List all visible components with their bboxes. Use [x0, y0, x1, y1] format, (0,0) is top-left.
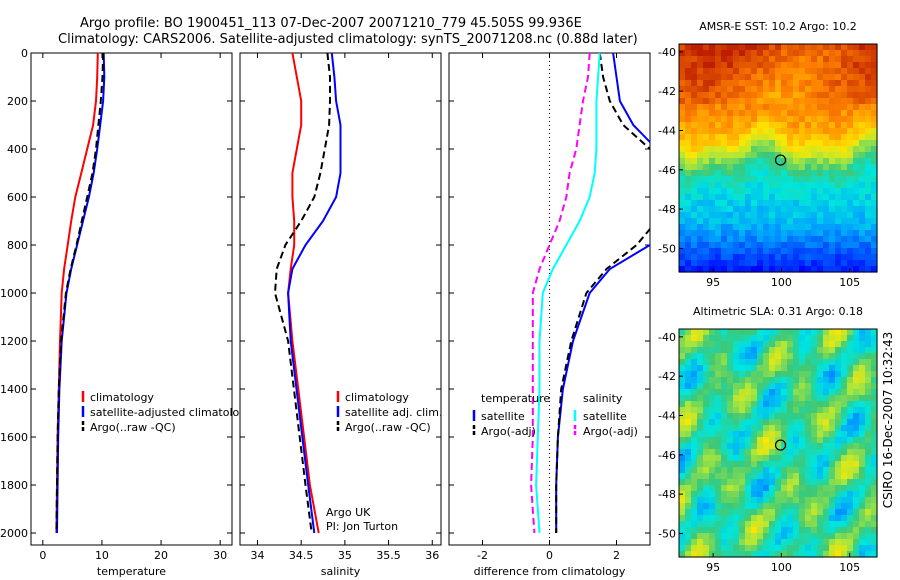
legend-label: Argo(..raw -QC) [90, 421, 176, 434]
y-tick-label: 1600 [0, 431, 28, 444]
y-tick-label: -42 [658, 370, 676, 383]
y-tick-label: 1800 [0, 479, 28, 492]
y-tick-label: 0 [21, 47, 28, 60]
x-tick-label: 0 [39, 549, 46, 562]
legend: climatology satellite-adjusted climatolog… [81, 391, 253, 434]
x-tick-label: 35.5 [376, 549, 401, 562]
series-salinity-argo-adj--line [530, 53, 591, 534]
x-tick-label: 0 [546, 549, 553, 562]
legend-temperature: temperature salinity satellite Argo(-adj) sa… [472, 392, 638, 438]
y-tick-label: -50 [658, 242, 676, 255]
sla-map-panel: Altimetric SLA: 0.31 Argo: 0.18 95 100 105 -… [658, 305, 878, 574]
x-tick-label: 36 [425, 549, 439, 562]
x-tick-label: 105 [839, 276, 860, 289]
map-frame [678, 328, 878, 558]
y-tick-label: 600 [7, 191, 28, 204]
x-axis-label: salinity [321, 565, 361, 578]
y-tick-label: 2000 [0, 527, 28, 540]
y-tick-label: -40 [658, 331, 676, 344]
legend-title: salinity [583, 392, 623, 405]
y-tick-label: -48 [658, 203, 676, 216]
x-tick-label: 35 [338, 549, 352, 562]
y-tick-label: -46 [658, 164, 676, 177]
series-argo-raw-qc--line [273, 53, 331, 534]
argo-location-marker [774, 439, 787, 451]
legend-label: satellite adj. clim. [345, 406, 442, 419]
legend-label: climatology [345, 391, 409, 404]
map-title: Altimetric SLA: 0.31 Argo: 0.18 [693, 305, 863, 318]
legend-label: Argo(-adj) [481, 425, 536, 438]
y-tick-label: -50 [658, 527, 676, 540]
x-tick-label: 34.5 [289, 549, 314, 562]
x-tick-label: 105 [839, 561, 860, 574]
y-tick-label: 1200 [0, 335, 28, 348]
series-salinity-satellite-line [535, 53, 601, 534]
x-axis-label: difference from climatology [474, 565, 626, 578]
y-tick-label: -42 [658, 85, 676, 98]
legend-label: Argo(-adj) [583, 425, 638, 438]
y-tick-label: -48 [658, 488, 676, 501]
series-argo-raw-qc--line [55, 53, 105, 534]
y-tick-label: 400 [7, 143, 28, 156]
legend-label: Argo(..raw -QC) [345, 421, 431, 434]
legend-label: satellite-adjusted climatology [90, 406, 253, 419]
x-axis-label: temperature [97, 565, 166, 578]
annotation-text: Argo UK [326, 506, 371, 519]
plot-frame [30, 52, 233, 546]
map-frame [678, 43, 878, 273]
credit-label: CSIRO 16-Dec-2007 10:32:43 [881, 332, 895, 509]
y-tick-label: -40 [658, 46, 676, 59]
legend-label: climatology [90, 391, 154, 404]
x-tick-label: 2 [613, 549, 620, 562]
series-satellite-adj-clim--line [287, 53, 342, 534]
legend-label: satellite [583, 410, 627, 423]
x-tick-label: 100 [771, 276, 792, 289]
x-tick-label: 30 [213, 549, 227, 562]
series-climatology-line [287, 53, 320, 534]
plot-area [273, 53, 342, 534]
y-tick-label: -44 [658, 124, 676, 137]
salinity-panel: 34 34.5 35 35.5 36 salinity climatology satelli… [239, 52, 442, 578]
header-line-2: Climatology: CARS2006. Satellite-adjuste… [58, 32, 638, 47]
x-tick-label: 20 [154, 549, 168, 562]
x-tick-label: -2 [477, 549, 488, 562]
plot-area [55, 53, 106, 534]
plot-frame [448, 52, 651, 546]
y-tick-label: 800 [7, 239, 28, 252]
series-temperature-argo-adj--line [555, 53, 650, 533]
temperature-panel: 0 10 20 30 0 200 400 600 800 1000 1200 1400 1600 1800… [0, 47, 253, 578]
plot-area [530, 53, 650, 545]
y-tick-label: -46 [658, 449, 676, 462]
legend-title: temperature [481, 392, 550, 405]
heatmap-cells [679, 44, 878, 273]
y-tick-label: -44 [658, 409, 676, 422]
x-tick-label: 95 [706, 276, 720, 289]
difference-panel: -2 0 2 difference from climatology temperatu… [448, 52, 651, 578]
annotation-text: PI: Jon Turton [326, 520, 398, 533]
x-tick-label: 100 [771, 561, 792, 574]
argo-location-marker [774, 154, 787, 166]
x-tick-label: 34 [250, 549, 264, 562]
header-line-1: Argo profile: BO 1900451_113 07-Dec-2007… [80, 16, 582, 31]
y-tick-label: 1000 [0, 287, 28, 300]
legend: climatology satellite adj. clim. Argo(..ra… [336, 391, 442, 434]
y-tick-label: 200 [7, 95, 28, 108]
map-title: AMSR-E SST: 10.2 Argo: 10.2 [699, 20, 857, 33]
x-tick-label: 10 [95, 549, 109, 562]
y-tick-label: 1400 [0, 383, 28, 396]
sst-map-panel: AMSR-E SST: 10.2 Argo: 10.2 95 100 105 -40 -4… [658, 20, 878, 289]
x-tick-label: 95 [706, 561, 720, 574]
heatmap-cells [679, 329, 878, 558]
legend-label: satellite [481, 410, 525, 423]
